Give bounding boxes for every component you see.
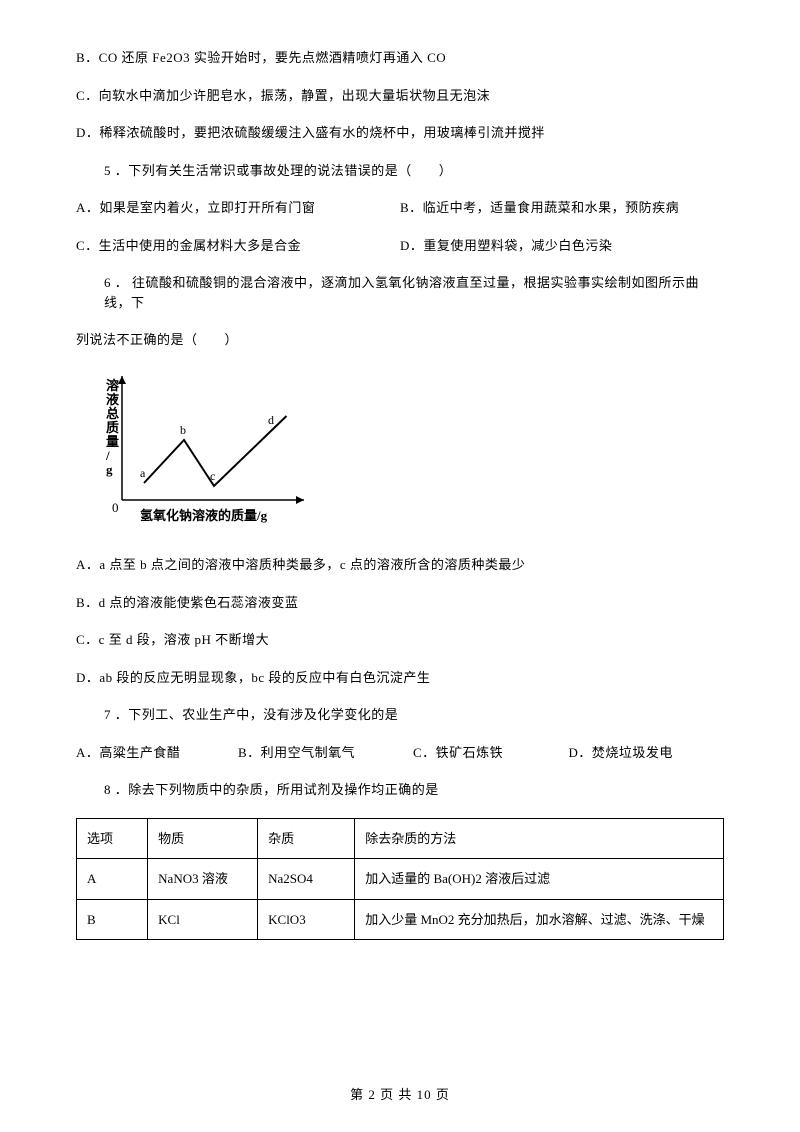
svg-text:c: c <box>210 469 215 483</box>
question-5: 5 ．下列有关生活常识或事故处理的说法错误的是（ ） <box>76 161 724 181</box>
q5-row2: C．生活中使用的金属材料大多是合金 D．重复使用塑料袋，减少白色污染 <box>76 236 724 256</box>
chart-svg: 溶液总质量/g 0 氢氧化钠溶液的质量/g a b c d <box>104 368 324 528</box>
q7-option-c: C．铁矿石炼铁 <box>413 743 569 763</box>
table-row: A NaNO3 溶液 Na2SO4 加入适量的 Ba(OH)2 溶液后过滤 <box>77 859 724 900</box>
svg-text:b: b <box>180 423 186 437</box>
table-cell: 加入少量 MnO2 充分加热后，加水溶解、过滤、洗涤、干燥 <box>355 899 724 940</box>
svg-text:g: g <box>106 462 113 477</box>
table-row: B KCl KClO3 加入少量 MnO2 充分加热后，加水溶解、过滤、洗涤、干… <box>77 899 724 940</box>
table-cell: B <box>77 899 148 940</box>
question-8: 8 ．除去下列物质中的杂质，所用试剂及操作均正确的是 <box>76 780 724 800</box>
footer-page: 2 <box>368 1087 376 1102</box>
chart-container: 溶液总质量/g 0 氢氧化钠溶液的质量/g a b c d <box>104 368 724 534</box>
table-header-cell: 杂质 <box>258 818 355 859</box>
svg-text:a: a <box>140 466 146 480</box>
option-c: C．向软水中滴加少许肥皂水，振荡，静置，出现大量垢状物且无泡沫 <box>76 86 724 106</box>
q5-option-a: A．如果是室内着火，立即打开所有门窗 <box>76 198 400 218</box>
table-row: 选项 物质 杂质 除去杂质的方法 <box>77 818 724 859</box>
q5-option-d: D．重复使用塑料袋，减少白色污染 <box>400 236 724 256</box>
q6-option-d: D．ab 段的反应无明显现象，bc 段的反应中有白色沉淀产生 <box>76 668 724 688</box>
svg-text:氢氧化钠溶液的质量/g: 氢氧化钠溶液的质量/g <box>140 508 268 523</box>
footer-total: 10 <box>417 1087 432 1102</box>
table-header-cell: 除去杂质的方法 <box>355 818 724 859</box>
svg-text:质: 质 <box>106 420 119 435</box>
svg-text:液: 液 <box>106 392 119 407</box>
table-cell: KCl <box>148 899 258 940</box>
svg-text:总: 总 <box>106 406 119 421</box>
q7-options: A．高粱生产食醋 B．利用空气制氧气 C．铁矿石炼铁 D．焚烧垃圾发电 <box>76 743 724 763</box>
question-6-line1: 6 ． 往硫酸和硫酸铜的混合溶液中，逐滴加入氢氧化钠溶液直至过量，根据实验事实绘… <box>76 273 724 312</box>
svg-text:/: / <box>105 448 110 463</box>
question-6-line2: 列说法不正确的是（ ） <box>76 330 724 350</box>
q5-option-c: C．生活中使用的金属材料大多是合金 <box>76 236 400 256</box>
q6-option-b: B．d 点的溶液能使紫色石蕊溶液变蓝 <box>76 593 724 613</box>
svg-text:d: d <box>268 413 274 427</box>
question-7: 7 ．下列工、农业生产中，没有涉及化学变化的是 <box>76 705 724 725</box>
q7-option-d: D．焚烧垃圾发电 <box>568 743 724 763</box>
q6-option-c: C．c 至 d 段，溶液 pH 不断增大 <box>76 630 724 650</box>
table-cell: NaNO3 溶液 <box>148 859 258 900</box>
option-d: D．稀释浓硫酸时，要把浓硫酸缓缓注入盛有水的烧杯中，用玻璃棒引流并搅拌 <box>76 123 724 143</box>
table-header-cell: 选项 <box>77 818 148 859</box>
footer-mid: 页 共 <box>376 1087 417 1102</box>
option-b: B．CO 还原 Fe2O3 实验开始时，要先点燃酒精喷灯再通入 CO <box>76 48 724 68</box>
footer-suffix: 页 <box>432 1087 450 1102</box>
svg-text:量: 量 <box>106 434 119 449</box>
q7-option-a: A．高粱生产食醋 <box>76 743 238 763</box>
table-cell: 加入适量的 Ba(OH)2 溶液后过滤 <box>355 859 724 900</box>
page-footer: 第 2 页 共 10 页 <box>0 1085 800 1105</box>
q5-option-b: B．临近中考，适量食用蔬菜和水果，预防疾病 <box>400 198 724 218</box>
table-header-cell: 物质 <box>148 818 258 859</box>
footer-prefix: 第 <box>350 1087 368 1102</box>
q6-option-a: A．a 点至 b 点之间的溶液中溶质种类最多，c 点的溶液所含的溶质种类最少 <box>76 555 724 575</box>
table-cell: Na2SO4 <box>258 859 355 900</box>
q7-option-b: B．利用空气制氧气 <box>238 743 413 763</box>
svg-text:溶: 溶 <box>106 378 119 393</box>
table-cell: A <box>77 859 148 900</box>
q5-row1: A．如果是室内着火，立即打开所有门窗 B．临近中考，适量食用蔬菜和水果，预防疾病 <box>76 198 724 218</box>
svg-text:0: 0 <box>112 500 119 515</box>
q8-table: 选项 物质 杂质 除去杂质的方法 A NaNO3 溶液 Na2SO4 加入适量的… <box>76 818 724 941</box>
table-cell: KClO3 <box>258 899 355 940</box>
